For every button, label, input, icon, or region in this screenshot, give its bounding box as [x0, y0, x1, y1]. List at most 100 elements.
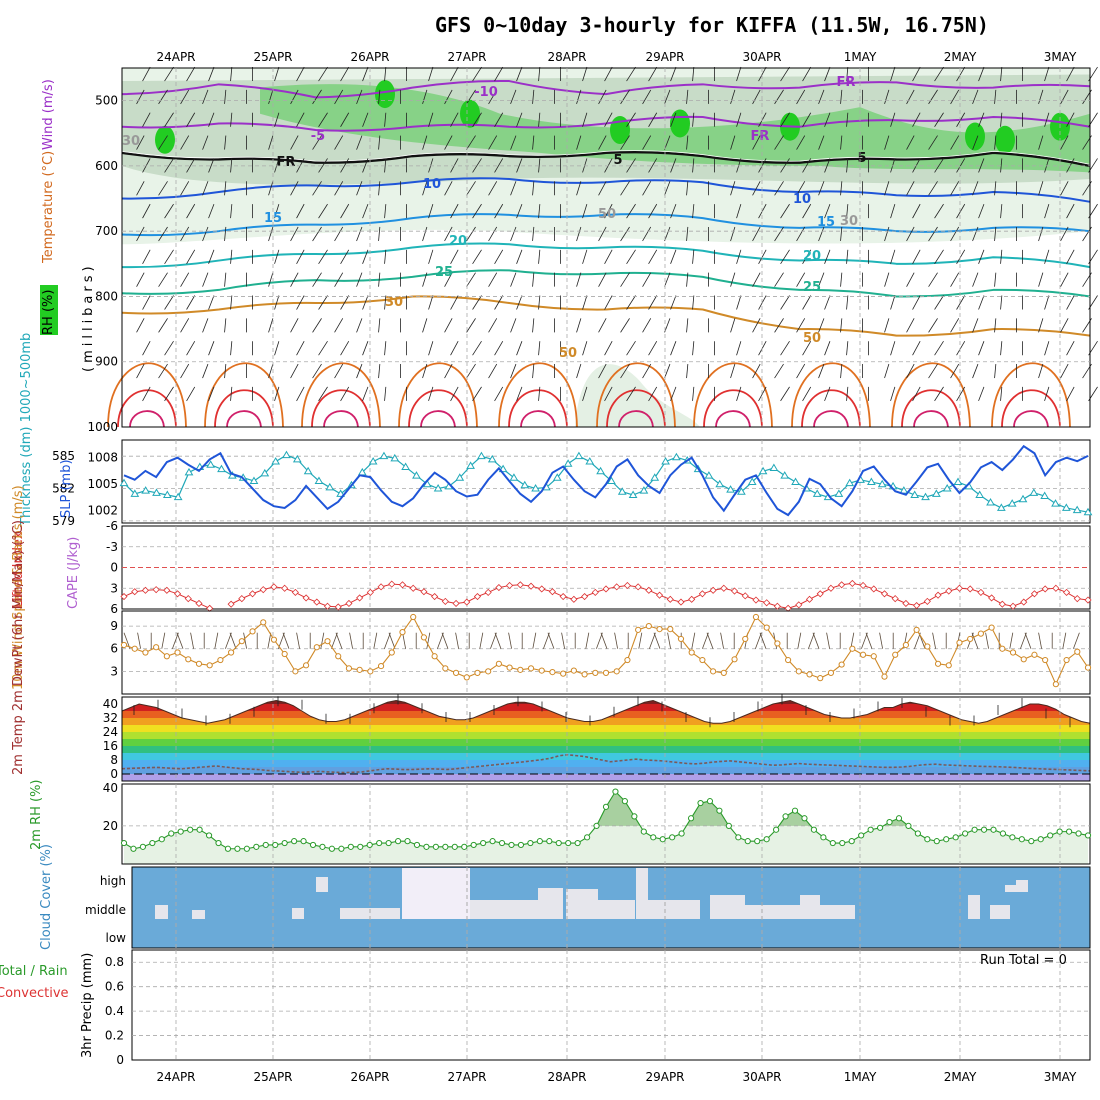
li-point-1-62 [891, 595, 899, 603]
isotherm-FR [121, 150, 1091, 168]
barb-94 [274, 158, 280, 173]
ws-barb-60 [759, 632, 767, 649]
barb-389 [692, 386, 695, 401]
barb-203 [428, 249, 434, 264]
barb-47 [208, 112, 215, 127]
rh-point-79 [867, 826, 874, 833]
barb-410 [730, 181, 736, 196]
cs-label-rh: RH (%) [41, 290, 56, 335]
barb-315 [604, 66, 613, 82]
barb-438 [774, 135, 784, 150]
barb-159 [356, 272, 363, 287]
slp-label: SLP (mb) [59, 459, 74, 518]
wind-speed-panel: 9 6 3 [110, 610, 1092, 695]
barb-205 [428, 295, 434, 310]
loop-40-4 [520, 410, 556, 428]
cs-unit: (millibars) [81, 262, 96, 372]
barb-450 [802, 66, 812, 82]
cloud-ytick-1: middle [85, 903, 126, 917]
wind-speed-point-33 [474, 669, 481, 676]
barb-334 [626, 158, 636, 173]
date-top-4: 28APR [547, 50, 586, 64]
barb-365 [664, 181, 671, 196]
barb-584 [978, 386, 985, 402]
rh-point-26 [366, 841, 373, 849]
barb-579 [972, 272, 979, 287]
barb-471 [824, 203, 831, 219]
ws-barb-26 [402, 632, 406, 649]
wind-speed-point-58 [742, 635, 749, 643]
loop-40-0 [129, 410, 165, 428]
barb-583 [972, 363, 979, 379]
barb-121 [312, 89, 322, 105]
barb-408 [730, 135, 736, 150]
barb-261 [516, 203, 523, 219]
rh-point-64 [725, 822, 732, 830]
barb-253 [488, 363, 498, 379]
barb-623 [1044, 249, 1050, 264]
bottom-date-labels: 24APR 25APR 26APR 27APR 28APR 29APR 30APR 1MAY 2… [156, 1070, 1076, 1084]
barb-325 [604, 295, 613, 310]
rh-point-1 [130, 845, 137, 852]
thickness-point-34 [487, 454, 497, 463]
thickness-point-88 [1072, 505, 1082, 514]
ws-barb-33 [479, 632, 484, 649]
barb-407 [736, 112, 742, 127]
barb-244 [494, 158, 504, 173]
ws-barb-15 [282, 632, 290, 649]
wind-speed-point-28 [420, 634, 428, 641]
cloud-block-1 [192, 910, 205, 919]
barb-417 [736, 341, 742, 356]
barb-26 [158, 318, 168, 333]
barb-70 [230, 295, 233, 310]
barb-27 [164, 340, 174, 356]
ws-barb-40 [547, 632, 555, 649]
loop-30-0 [107, 362, 187, 428]
rh-point-30 [404, 838, 411, 845]
barb-550 [934, 295, 944, 310]
barb-317 [604, 112, 613, 127]
barb-106 [290, 89, 299, 105]
barb-275 [532, 181, 535, 196]
barb-251 [488, 318, 498, 333]
loop-30-8 [891, 362, 971, 428]
rh-point-55 [640, 828, 647, 835]
barb-376 [686, 89, 689, 104]
rh-point-23 [338, 845, 345, 852]
li-point-1-66 [934, 591, 942, 599]
thickness-point-86 [1051, 499, 1060, 507]
loop-30-9 [991, 362, 1071, 428]
rh-point-50 [593, 822, 600, 830]
contour-label-15: 30 [385, 295, 403, 310]
barb-245 [488, 181, 498, 196]
ws-barb-35 [494, 632, 502, 649]
wind-speed-point-41 [560, 670, 567, 677]
barb-644 [1066, 386, 1075, 402]
barb-359 [648, 386, 658, 402]
barb-535 [912, 295, 921, 310]
cs-ytick-4: 900 [95, 355, 118, 369]
li-point-1-19 [431, 592, 439, 601]
barb-363 [664, 135, 671, 150]
ws-barb-63 [797, 632, 802, 649]
barb-105 [296, 66, 305, 82]
barb-127 [312, 226, 322, 242]
loop-40-5 [618, 410, 654, 428]
wind-speed-point-22 [356, 666, 363, 673]
contour-label-10: 15 [817, 215, 835, 230]
barb-156 [362, 203, 369, 219]
date-bottom-2: 26APR [350, 1070, 389, 1084]
barb-310 [582, 295, 588, 310]
barb-555 [956, 66, 966, 82]
cloud-block-6 [470, 900, 540, 919]
barb-97 [268, 226, 274, 242]
barb-486 [846, 204, 849, 219]
barb-640 [1066, 295, 1075, 310]
barb-544 [934, 158, 944, 173]
rh-point-14 [253, 843, 260, 850]
wind-speed-point-66 [827, 669, 835, 676]
barb-29 [164, 386, 174, 402]
wind-speed-point-18 [313, 644, 320, 651]
wind-speed-point-31 [452, 669, 460, 676]
ws-barb-4 [172, 632, 179, 649]
